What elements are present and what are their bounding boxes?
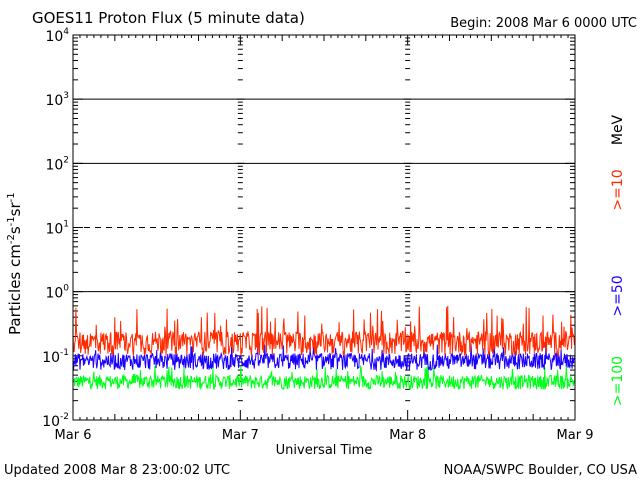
y-tick-label: 10-2: [42, 412, 69, 430]
series-line-50mev: [72, 342, 576, 372]
y-tick-label: 103: [45, 91, 69, 109]
legend-series-50mev: >=50: [610, 275, 626, 316]
plot-area: 10-2 10-1 100 101 102 103 104 Mar 6 Mar 7 Mar 8 Ma…: [42, 27, 593, 443]
x-axis-label: Universal Time: [276, 443, 373, 458]
y-tick-label: 100: [45, 284, 69, 302]
x-tick-label: Mar 6: [55, 428, 92, 443]
y-tick-label: 10-1: [42, 348, 69, 366]
legend-series-100mev: >=100: [610, 356, 626, 406]
x-tick-label: Mar 9: [557, 428, 594, 443]
y-tick-label: 101: [45, 220, 69, 238]
x-tick-label: Mar 8: [389, 428, 426, 443]
y-axis-label: Particles cm-2s-1sr-1: [6, 192, 24, 335]
legend-series-10mev: >=10: [610, 169, 626, 210]
updated-timestamp: Updated 2008 Mar 8 23:00:02 UTC: [4, 463, 230, 478]
credit-label: NOAA/SWPC Boulder, CO USA: [444, 463, 637, 478]
plot-frame: [72, 34, 576, 421]
series-line-100mev: [72, 364, 576, 391]
x-tick-label: Mar 7: [222, 428, 259, 443]
y-tick-label: 104: [45, 27, 69, 45]
series-line-10mev: [72, 305, 576, 358]
legend-unit: MeV: [610, 114, 626, 145]
y-tick-label: 102: [45, 155, 69, 173]
begin-time-label: Begin: 2008 Mar 6 0000 UTC: [450, 16, 637, 31]
chart-title: GOES11 Proton Flux (5 minute data): [32, 9, 305, 27]
